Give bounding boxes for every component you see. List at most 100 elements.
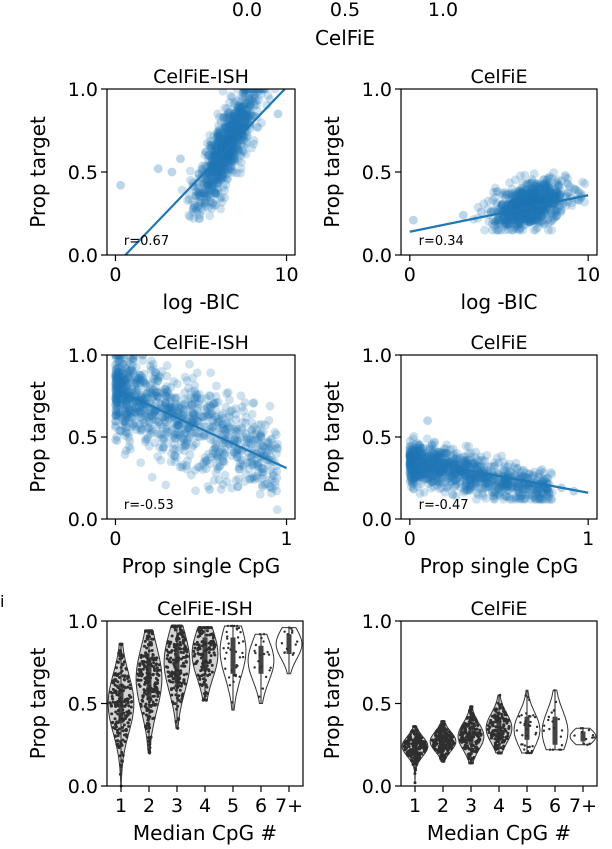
- data-point: [527, 192, 537, 202]
- swarm-point: [150, 629, 154, 633]
- data-point: [226, 128, 236, 138]
- data-point: [520, 196, 530, 205]
- swarm-point: [127, 679, 131, 683]
- data-point: [246, 99, 255, 109]
- data-point: [535, 205, 545, 215]
- data-point: [123, 367, 133, 377]
- data-point: [172, 379, 182, 389]
- data-point: [505, 199, 515, 209]
- data-point: [489, 187, 498, 197]
- data-point: [270, 481, 280, 491]
- data-point: [488, 491, 498, 500]
- data-point: [435, 469, 445, 479]
- data-point: [408, 479, 418, 489]
- swarm-point: [186, 654, 190, 658]
- data-point: [537, 204, 547, 214]
- data-point: [220, 425, 230, 435]
- data-point: [405, 442, 415, 452]
- data-point: [121, 374, 131, 384]
- swarm-point: [129, 700, 133, 704]
- data-point: [225, 148, 235, 158]
- data-point: [211, 172, 221, 182]
- data-point: [441, 470, 451, 480]
- data-point: [508, 215, 518, 225]
- swarm-point: [179, 669, 183, 673]
- data-point: [154, 371, 164, 381]
- data-point: [521, 210, 531, 220]
- data-point: [414, 464, 424, 474]
- data-point: [240, 89, 250, 94]
- data-point: [248, 472, 258, 482]
- data-point: [213, 128, 222, 138]
- data-point: [241, 111, 251, 121]
- data-point: [405, 460, 415, 470]
- data-point: [184, 423, 194, 433]
- data-point: [214, 121, 223, 131]
- swarm-point: [173, 628, 177, 632]
- data-point: [490, 488, 500, 498]
- data-point: [213, 109, 223, 119]
- data-point: [124, 442, 134, 451]
- data-point: [120, 375, 130, 385]
- data-point: [111, 378, 120, 388]
- data-point: [216, 167, 226, 177]
- data-point: [241, 89, 251, 99]
- data-point: [432, 476, 442, 486]
- data-point: [211, 398, 221, 408]
- data-point: [253, 467, 263, 477]
- data-point: [237, 110, 246, 119]
- data-point: [551, 212, 561, 222]
- data-point: [213, 129, 223, 139]
- data-point: [156, 429, 166, 439]
- data-point: [523, 209, 533, 219]
- data-point: [118, 416, 128, 426]
- data-point: [131, 404, 141, 414]
- data-point: [411, 472, 420, 482]
- data-point: [513, 485, 522, 495]
- data-point: [232, 106, 242, 116]
- data-point: [498, 457, 508, 467]
- data-point: [218, 456, 228, 466]
- data-point: [437, 447, 447, 457]
- data-point: [114, 363, 123, 373]
- data-point: [565, 182, 575, 192]
- data-point: [128, 398, 138, 408]
- data-point: [237, 126, 247, 136]
- data-point: [513, 217, 523, 227]
- swarm-point: [202, 682, 206, 686]
- data-point: [536, 193, 546, 203]
- data-point: [537, 205, 547, 215]
- y-axis-label: Prop target: [26, 648, 50, 760]
- data-point: [521, 193, 531, 202]
- data-point: [218, 408, 228, 418]
- data-point: [264, 438, 273, 448]
- data-point: [247, 93, 257, 103]
- data-point: [220, 153, 229, 163]
- data-point: [516, 197, 526, 207]
- swarm-point: [149, 704, 153, 708]
- data-point: [117, 426, 127, 436]
- data-point: [537, 194, 547, 204]
- data-point: [535, 183, 545, 193]
- data-point: [160, 412, 169, 421]
- data-point: [499, 477, 509, 487]
- data-point: [518, 178, 528, 188]
- swarm-point: [145, 706, 149, 710]
- data-point: [515, 197, 525, 207]
- data-point: [426, 475, 435, 485]
- data-point: [232, 124, 241, 134]
- data-point: [427, 473, 436, 483]
- data-point: [111, 435, 120, 445]
- x-axis-label: Prop single CpG: [122, 554, 281, 578]
- data-point: [210, 164, 219, 174]
- swarm-point: [119, 642, 123, 646]
- data-point: [223, 421, 233, 431]
- swarm-point: [406, 745, 410, 749]
- data-point: [201, 394, 211, 403]
- data-point: [111, 411, 121, 421]
- data-point: [245, 474, 254, 484]
- data-point: [258, 482, 267, 492]
- swarm-point: [119, 765, 123, 769]
- data-point: [114, 393, 123, 402]
- data-point: [208, 177, 218, 187]
